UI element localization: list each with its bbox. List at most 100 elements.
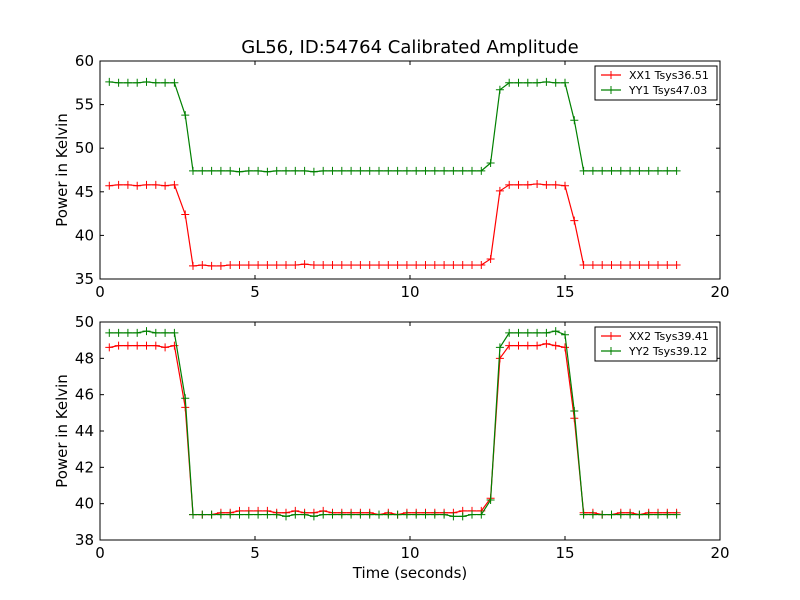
data-point <box>570 407 579 416</box>
data-point <box>142 180 151 189</box>
data-point <box>272 261 281 270</box>
data-point <box>402 166 411 175</box>
data-point <box>272 166 281 175</box>
data-point <box>449 261 458 270</box>
data-point <box>505 328 514 337</box>
data-point <box>151 180 160 189</box>
data-point <box>189 510 197 519</box>
y-tick-label: 40 <box>75 495 94 513</box>
data-point <box>114 328 123 337</box>
x-tick-label: 15 <box>555 283 574 301</box>
x-axis-label: Time (seconds) <box>352 564 468 582</box>
legend: XX2 Tsys39.41 YY2 Tsys39.12 <box>594 326 718 362</box>
series-line <box>109 330 677 517</box>
data-point <box>123 78 132 87</box>
data-point <box>244 510 253 519</box>
data-point <box>468 166 476 175</box>
y-tick-label: 60 <box>75 52 94 70</box>
data-point <box>393 510 402 519</box>
data-point <box>216 510 225 519</box>
data-point <box>263 510 272 519</box>
data-point <box>319 166 328 175</box>
data-point <box>607 510 616 519</box>
data-point <box>282 166 290 175</box>
data-point <box>347 510 356 519</box>
data-point <box>458 261 467 270</box>
data-point <box>477 166 486 175</box>
data-point <box>291 261 300 270</box>
series-line <box>109 343 677 516</box>
data-point <box>440 510 449 519</box>
data-point <box>142 341 151 350</box>
chart-title: GL56, ID:54764 Calibrated Amplitude <box>241 37 579 58</box>
data-point <box>588 166 597 175</box>
data-point <box>505 180 514 189</box>
data-point <box>421 261 430 270</box>
data-point <box>626 261 635 270</box>
data-point <box>282 512 290 521</box>
data-point <box>170 180 179 189</box>
x-tick-label: 20 <box>710 544 729 562</box>
data-point <box>114 341 123 350</box>
series-group <box>105 327 681 521</box>
data-point <box>449 512 458 521</box>
data-point <box>402 261 411 270</box>
y-tick-label: 35 <box>75 270 94 288</box>
data-point <box>616 510 625 519</box>
data-point <box>151 341 160 350</box>
data-point <box>198 261 207 270</box>
data-point <box>181 394 190 403</box>
data-point <box>226 166 235 175</box>
data-point <box>356 166 365 175</box>
data-point <box>123 341 132 350</box>
data-point <box>626 166 635 175</box>
data-point <box>505 341 514 350</box>
data-point <box>142 327 151 336</box>
legend-label: XX1 Tsys36.51 <box>629 69 709 82</box>
data-point <box>402 510 411 519</box>
y-axis-label: Power in Kelvin <box>53 113 71 227</box>
y-tick-label: 42 <box>75 458 94 476</box>
data-point <box>635 261 644 270</box>
data-point <box>430 166 439 175</box>
data-point <box>207 166 216 175</box>
data-point <box>598 261 607 270</box>
legend-item: YY1 Tsys47.03 <box>601 84 707 97</box>
data-point <box>244 166 253 175</box>
data-point <box>151 328 160 337</box>
series-2 <box>105 77 681 176</box>
data-point <box>644 261 653 270</box>
y-tick-label: 50 <box>75 139 94 157</box>
data-point <box>486 159 495 168</box>
legend-item: XX1 Tsys36.51 <box>601 69 709 82</box>
data-point <box>300 510 309 519</box>
data-point <box>514 328 523 337</box>
data-point <box>170 328 179 337</box>
data-point <box>198 510 207 519</box>
data-point <box>477 261 486 270</box>
data-point <box>533 179 542 188</box>
data-point <box>133 341 142 350</box>
data-point <box>412 261 421 270</box>
data-point <box>663 261 672 270</box>
legend-label: XX2 Tsys39.41 <box>629 330 709 343</box>
data-point <box>170 78 179 87</box>
data-point <box>319 510 328 519</box>
x-tick-label: 15 <box>555 544 574 562</box>
data-point <box>505 78 514 87</box>
data-point <box>523 180 532 189</box>
data-point <box>189 166 197 175</box>
data-point <box>181 111 190 120</box>
data-point <box>263 167 272 176</box>
legend-label: YY1 Tsys47.03 <box>628 84 707 97</box>
data-point <box>263 261 272 270</box>
data-point <box>542 328 551 337</box>
y-tick-label: 50 <box>75 313 94 331</box>
data-point <box>458 512 467 521</box>
data-point <box>365 166 374 175</box>
data-point <box>133 181 142 190</box>
data-point <box>105 343 114 352</box>
series-line <box>109 183 677 267</box>
data-point <box>207 261 216 270</box>
data-point <box>309 167 318 176</box>
